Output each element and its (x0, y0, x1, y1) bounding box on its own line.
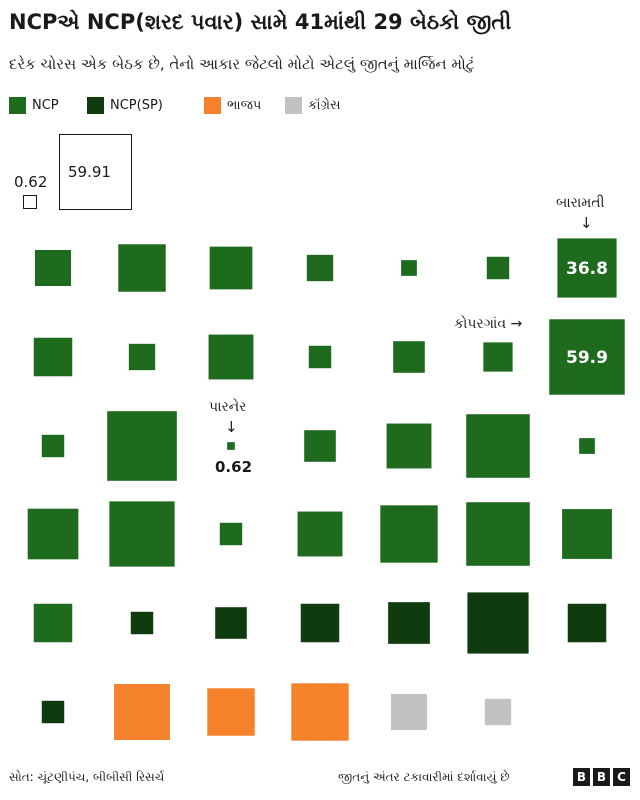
seat-square-r5-c2 (207, 688, 255, 736)
seat-square-r1-c0 (33, 337, 73, 377)
seat-square-r2-c6 (579, 438, 595, 454)
seat-square-r0-c5 (486, 256, 510, 280)
seat-square-r0-c4 (401, 260, 417, 276)
seat-square-r5-c1 (114, 684, 170, 740)
seat-square-r2-c4 (386, 423, 432, 469)
chart-subtitle: દરેક ચોરસ એક બેઠક છે, તેનો આકાર જેટલો મો… (9, 55, 475, 73)
seat-square-r4-c1 (130, 611, 154, 635)
seat-square-r0-c1 (118, 244, 166, 292)
seat-square-r2-c5 (466, 414, 530, 478)
chart-title: NCPએ NCP(શરદ પવાર) સામે 41માંથી 29 બેઠકો… (9, 10, 512, 34)
footer-source: સોત: ચૂંટણીપંચ, બીબીસી રિસર્ચ (9, 770, 165, 784)
seat-square-r3-c1 (109, 501, 175, 567)
baramati-label: બારામતી (556, 195, 605, 211)
legend-item-inc: કૉંગ્રેસ (285, 96, 341, 114)
seat-square-r4-c6 (567, 603, 607, 643)
seat-value-baramati: 36.8 (566, 259, 608, 279)
legend-swatch-bjp (204, 96, 221, 114)
seat-square-r3-c0 (27, 508, 79, 560)
legend-swatch-inc (285, 96, 302, 114)
seat-square-r1-c1 (128, 343, 156, 371)
seat-square-r3-c4 (380, 505, 438, 563)
seat-value-kopargaon: 59.9 (566, 348, 608, 368)
parner-label: પારનેર (209, 399, 247, 415)
kopargaon-label-text: કોપરગાંવ (454, 316, 507, 332)
parner-arrow: ↓ (225, 418, 238, 436)
legend-label-bjp: ભાજપ (227, 97, 262, 113)
seat-square-r0-c3 (306, 254, 334, 282)
seat-square-r3-c5 (466, 502, 530, 566)
seat-square-r2-c2 (227, 442, 235, 450)
scale-large-box (59, 134, 132, 210)
baramati-arrow: ↓ (580, 214, 593, 232)
scale-small-label: 0.62 (14, 173, 48, 191)
legend-item-bjp: ભાજપ (204, 96, 261, 114)
bbc-logo-b1: B (573, 768, 590, 786)
seat-square-r1-c5 (483, 342, 513, 372)
seat-square-r5-c0 (41, 700, 65, 724)
legend-swatch-ncp (9, 96, 26, 114)
seat-square-r0-c2 (209, 246, 253, 290)
seat-square-r3-c3 (297, 511, 343, 557)
scale-small-box (23, 195, 37, 209)
bbc-logo-c: C (613, 768, 630, 786)
seat-square-r3-c2 (219, 522, 243, 546)
seat-square-r4-c2 (215, 607, 247, 639)
bbc-logo-b2: B (593, 768, 610, 786)
seat-square-r1-c2 (208, 334, 254, 380)
seat-square-r1-c6 (549, 319, 625, 395)
seat-square-r0-c0 (34, 249, 72, 287)
legend-label-inc: કૉંગ્રેસ (308, 97, 341, 113)
legend-label-ncpsp: NCP(SP) (110, 97, 163, 113)
kopargaon-label: કોપરગાંવ → (454, 316, 523, 332)
legend-swatch-ncpsp (87, 96, 104, 114)
seat-square-r1-c3 (308, 345, 332, 369)
seat-square-r4-c0 (33, 603, 73, 643)
seat-square-r4-c4 (388, 602, 430, 644)
seat-square-r5-c3 (291, 683, 349, 741)
legend-item-ncp: NCP (9, 96, 59, 114)
seat-square-r0-c6 (557, 238, 617, 298)
seat-square-r5-c5 (484, 698, 512, 726)
scale-large-label: 59.91 (68, 163, 111, 181)
legend-label-ncp: NCP (32, 97, 59, 113)
seat-square-r5-c4 (390, 693, 428, 731)
seat-square-r2-c0 (41, 434, 65, 458)
legend-item-ncpsp: NCP(SP) (87, 96, 163, 114)
seat-square-r2-c1 (107, 411, 177, 481)
seat-square-r1-c4 (393, 341, 425, 373)
bbc-logo: B B C (573, 768, 630, 786)
seat-square-r4-c3 (300, 603, 340, 643)
seat-square-r3-c6 (562, 509, 612, 559)
footer-note: જીતનું અંતર ટકાવારીમાં દર્શાવાયું છે (338, 770, 510, 784)
parner-value: 0.62 (215, 458, 253, 476)
seat-square-r2-c3 (304, 430, 336, 462)
seat-square-r4-c5 (467, 592, 529, 654)
